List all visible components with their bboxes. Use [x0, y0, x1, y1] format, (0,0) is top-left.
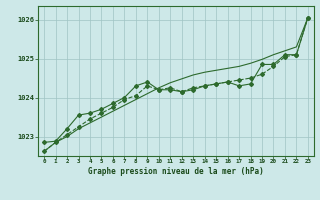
X-axis label: Graphe pression niveau de la mer (hPa): Graphe pression niveau de la mer (hPa)	[88, 167, 264, 176]
